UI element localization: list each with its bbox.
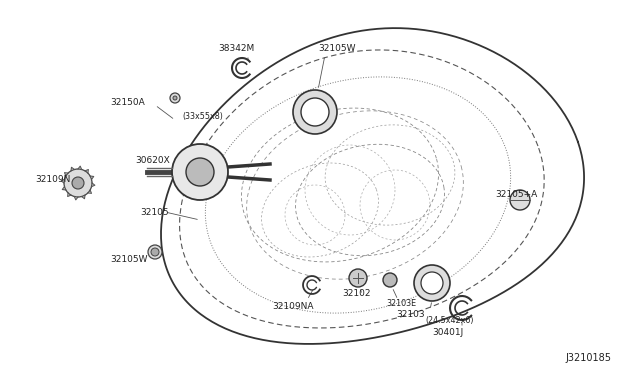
Text: 32103E: 32103E — [386, 299, 416, 308]
Text: 32102: 32102 — [342, 289, 371, 298]
Circle shape — [72, 177, 84, 189]
Circle shape — [173, 96, 177, 100]
Circle shape — [349, 269, 367, 287]
Text: 32150A: 32150A — [110, 98, 145, 107]
Circle shape — [151, 248, 159, 256]
Circle shape — [383, 273, 397, 287]
Text: 32105W: 32105W — [318, 44, 355, 53]
Text: (24.5x42x6): (24.5x42x6) — [425, 316, 474, 325]
Circle shape — [301, 98, 329, 126]
Circle shape — [148, 245, 162, 259]
Circle shape — [293, 90, 337, 134]
Circle shape — [64, 169, 92, 197]
Text: 38342M: 38342M — [218, 44, 254, 53]
Text: 32105: 32105 — [140, 208, 168, 217]
Circle shape — [170, 93, 180, 103]
Text: J3210185: J3210185 — [565, 353, 611, 363]
Text: 32103: 32103 — [396, 310, 424, 319]
Text: 30620X: 30620X — [135, 156, 170, 165]
Text: (33x55x8): (33x55x8) — [182, 112, 223, 121]
Text: 30401J: 30401J — [432, 328, 463, 337]
Circle shape — [414, 265, 450, 301]
Circle shape — [186, 158, 214, 186]
Circle shape — [421, 272, 443, 294]
Text: 32105W: 32105W — [110, 255, 147, 264]
Circle shape — [172, 144, 228, 200]
Text: 32105+A: 32105+A — [495, 190, 537, 199]
Circle shape — [510, 190, 530, 210]
Text: 32109NA: 32109NA — [272, 302, 314, 311]
Text: 32109N: 32109N — [35, 175, 70, 184]
